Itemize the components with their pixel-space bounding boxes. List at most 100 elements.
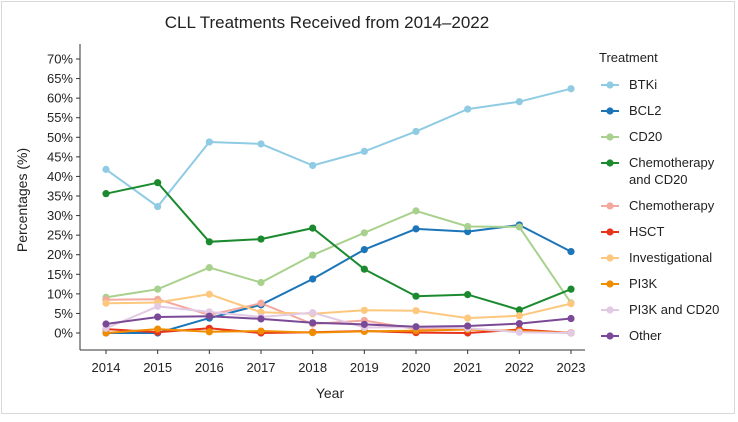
x-tick-label: 2023 (557, 360, 586, 375)
x-tick-label: 2016 (195, 360, 224, 375)
data-point (567, 314, 575, 323)
series-line (106, 223, 572, 334)
data-point (309, 319, 317, 327)
data-point (257, 315, 265, 323)
legend-label: BCL2 (629, 103, 662, 118)
data-point (360, 306, 368, 314)
data-point (360, 229, 368, 237)
y-axis-label: Percentages (%) (14, 148, 30, 252)
y-tick-label: 40% (47, 169, 73, 184)
data-point (257, 299, 265, 307)
data-point (515, 328, 523, 336)
data-point (309, 161, 317, 170)
data-point (154, 313, 162, 321)
y-tick-label: 5% (54, 306, 73, 321)
y-tick-label: 25% (47, 228, 73, 243)
data-point (309, 329, 317, 337)
y-tick-label: 35% (47, 189, 73, 204)
legend-label: Other (629, 328, 662, 343)
legend-label: BTKi (629, 77, 657, 92)
data-point (567, 285, 575, 293)
y-tick-label: 55% (47, 110, 73, 125)
x-tick-label: 2017 (247, 360, 276, 375)
legend-label: HSCT (629, 224, 664, 239)
data-point (567, 247, 575, 256)
x-tick-label: 2020 (402, 360, 431, 375)
x-axis-label: Year (316, 385, 345, 401)
data-point (464, 228, 472, 236)
y-tick-label: 15% (47, 267, 73, 282)
data-point (412, 292, 420, 300)
y-tick-label: 10% (47, 286, 73, 301)
data-point (515, 223, 523, 231)
series-line (105, 87, 572, 208)
legend-swatch-marker (606, 332, 614, 340)
legend-swatch-marker (606, 159, 614, 167)
legend-title: Treatment (599, 50, 658, 65)
data-point (360, 265, 368, 273)
data-point (360, 246, 368, 254)
legend-swatch-marker (606, 228, 614, 236)
y-tick-label: 30% (47, 208, 73, 223)
data-point (102, 299, 110, 307)
data-point (205, 328, 213, 336)
data-point (257, 140, 265, 148)
y-tick-label: 50% (47, 130, 73, 145)
series-line (105, 209, 572, 304)
legend-swatch-marker (606, 202, 614, 210)
data-point (154, 325, 162, 333)
data-point (154, 179, 162, 187)
data-point (309, 251, 317, 259)
series-line (105, 293, 572, 320)
data-point (464, 322, 472, 330)
data-point (257, 235, 265, 243)
data-point (154, 202, 162, 211)
data-point (360, 147, 368, 155)
data-point (309, 224, 317, 232)
data-point (464, 291, 472, 299)
x-tick-label: 2015 (143, 360, 172, 375)
data-point (102, 190, 110, 198)
data-point (567, 329, 575, 337)
data-point (515, 312, 523, 320)
series-line (105, 181, 572, 311)
y-tick-label: 20% (47, 247, 73, 262)
legend-label: PI3K (629, 276, 658, 291)
data-point (515, 306, 523, 314)
x-tick-label: 2019 (350, 360, 379, 375)
legend-label: Chemotherapy (629, 198, 715, 213)
data-point (205, 138, 213, 146)
data-point (154, 302, 162, 310)
data-point (412, 127, 420, 136)
x-tick-label: 2021 (453, 360, 482, 375)
data-point (205, 290, 213, 298)
data-point (257, 327, 265, 335)
data-point (205, 238, 213, 246)
legend-swatch-marker (606, 133, 614, 141)
data-point (309, 309, 317, 317)
series-line (105, 305, 572, 334)
y-tick-label: 0% (54, 326, 73, 341)
data-point (412, 323, 420, 331)
data-point (412, 207, 420, 215)
y-tick-label: 65% (47, 71, 73, 86)
legend-label: PI3K and CD20 (629, 302, 719, 317)
data-point (515, 320, 523, 328)
legend-swatch-marker (606, 306, 614, 314)
legend-swatch-marker (606, 254, 614, 262)
data-point (464, 105, 472, 113)
legend: BTKi BCL2 CD20 Chemotherapy and CD20 Chemothe… (601, 77, 719, 343)
legend-swatch-marker (606, 81, 614, 89)
legend-label: CD20 (629, 129, 662, 144)
y-tick-label: 45% (47, 149, 73, 164)
legend-label: Chemotherapy and CD20 (629, 155, 715, 187)
data-point (102, 165, 110, 173)
data-point (567, 300, 575, 308)
legend-swatch-marker (606, 280, 614, 288)
data-point (464, 314, 472, 322)
data-point (205, 312, 213, 320)
series-line (105, 315, 572, 328)
data-point (515, 98, 523, 106)
